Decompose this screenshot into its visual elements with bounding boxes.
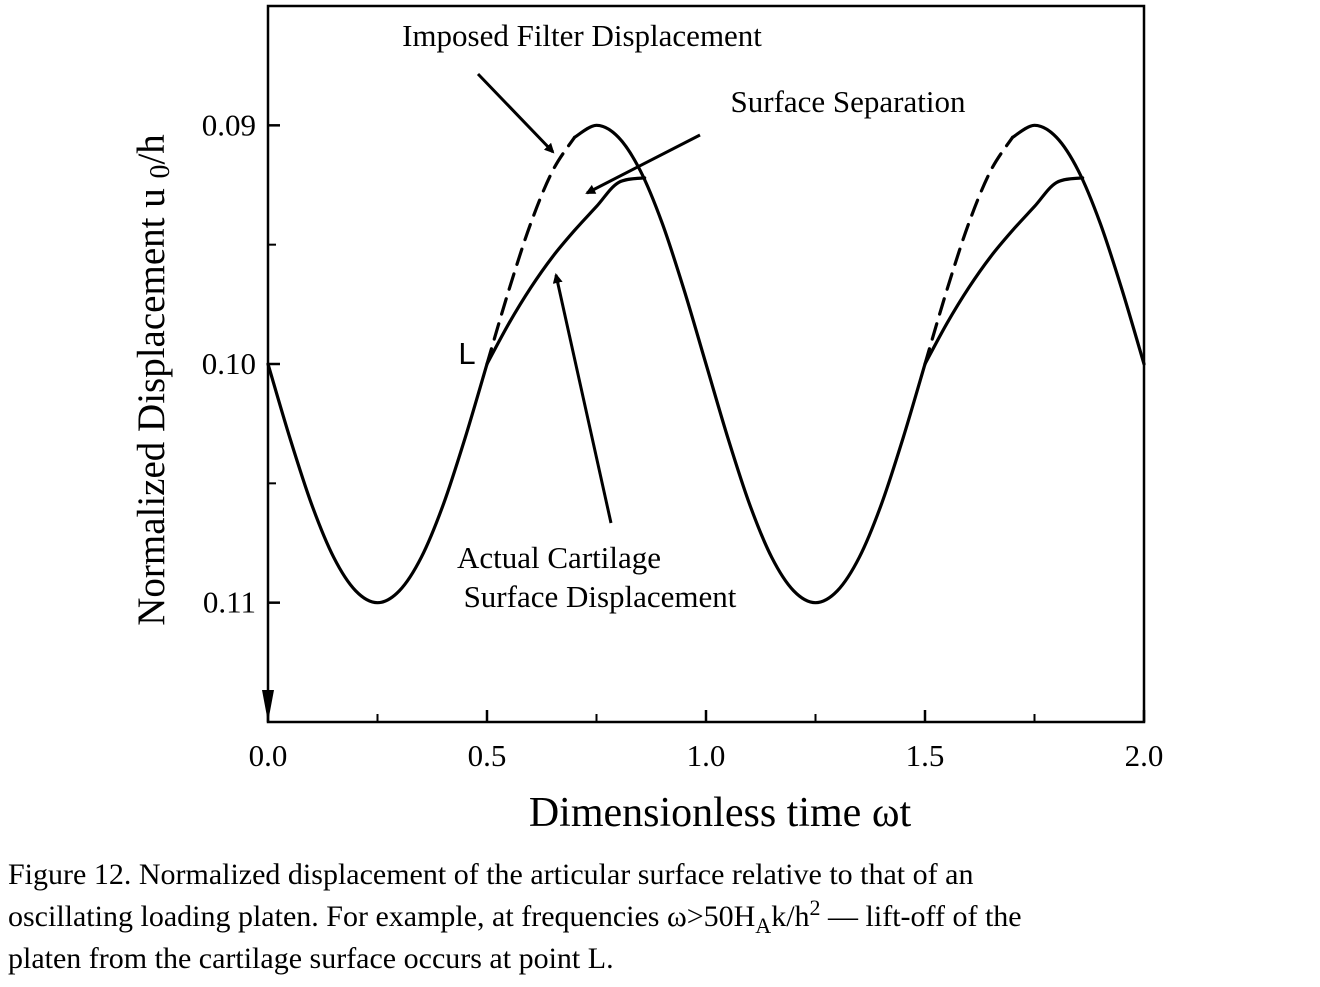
figure-caption: Figure 12. Normalized displacement of th… xyxy=(8,858,1312,975)
imposed-filter-curve-2 xyxy=(573,123,927,605)
y-tick-label-0: 0.09 xyxy=(202,107,256,142)
y-axis-title: Normalized Displacement u 0/h xyxy=(130,134,176,626)
x-tick-label-2: 1.0 xyxy=(687,738,726,773)
y-tick-label-1: 0.10 xyxy=(202,346,256,381)
imposed-filter-curve-3 xyxy=(923,135,1015,366)
x-tick-label-1: 0.5 xyxy=(468,738,507,773)
annotation-actual-cartilage-2: Surface Displacement xyxy=(464,579,737,614)
caption-line-2: oscillating loading platen. For example,… xyxy=(8,895,1022,938)
x-axis-title: Dimensionless time ωt xyxy=(529,790,912,836)
annotation-imposed-filter: Imposed Filter Displacement xyxy=(402,18,762,53)
annotation-surface-separation: Surface Separation xyxy=(731,84,966,119)
point-l-label: L xyxy=(458,336,475,371)
x-ticks: 0.0 0.5 1.0 1.5 2.0 xyxy=(249,710,1164,773)
caption-line-1: Figure 12. Normalized displacement of th… xyxy=(8,858,974,891)
arrow-actual-cartilage xyxy=(552,273,613,524)
series-layer xyxy=(266,123,1146,605)
actual-cartilage-curve-1 xyxy=(923,176,1085,366)
x-tick-label-3: 1.5 xyxy=(906,738,945,773)
y-axis-arrow-icon xyxy=(262,690,274,722)
x-tick-label-0: 0.0 xyxy=(249,738,288,773)
arrow-imposed-filter xyxy=(476,72,555,154)
annotation-actual-cartilage-1: Actual Cartilage xyxy=(457,540,661,575)
actual-cartilage-curve-0 xyxy=(485,176,647,366)
imposed-filter-curve-1 xyxy=(485,135,577,366)
imposed-filter-curve-4 xyxy=(1011,123,1146,366)
displacement-chart: 0.09 0.10 0.11 0.0 0.5 1.0 1.5 2.0 Normalized … xyxy=(130,4,1164,836)
x-tick-label-4: 2.0 xyxy=(1125,738,1164,773)
imposed-filter-curve-0 xyxy=(266,362,489,605)
arrow-surface-separation xyxy=(585,133,701,195)
caption-line-3: platen from the cartilage surface occurs… xyxy=(8,942,614,975)
y-ticks: 0.09 0.10 0.11 xyxy=(202,107,280,723)
y-tick-label-2: 0.11 xyxy=(203,585,256,620)
